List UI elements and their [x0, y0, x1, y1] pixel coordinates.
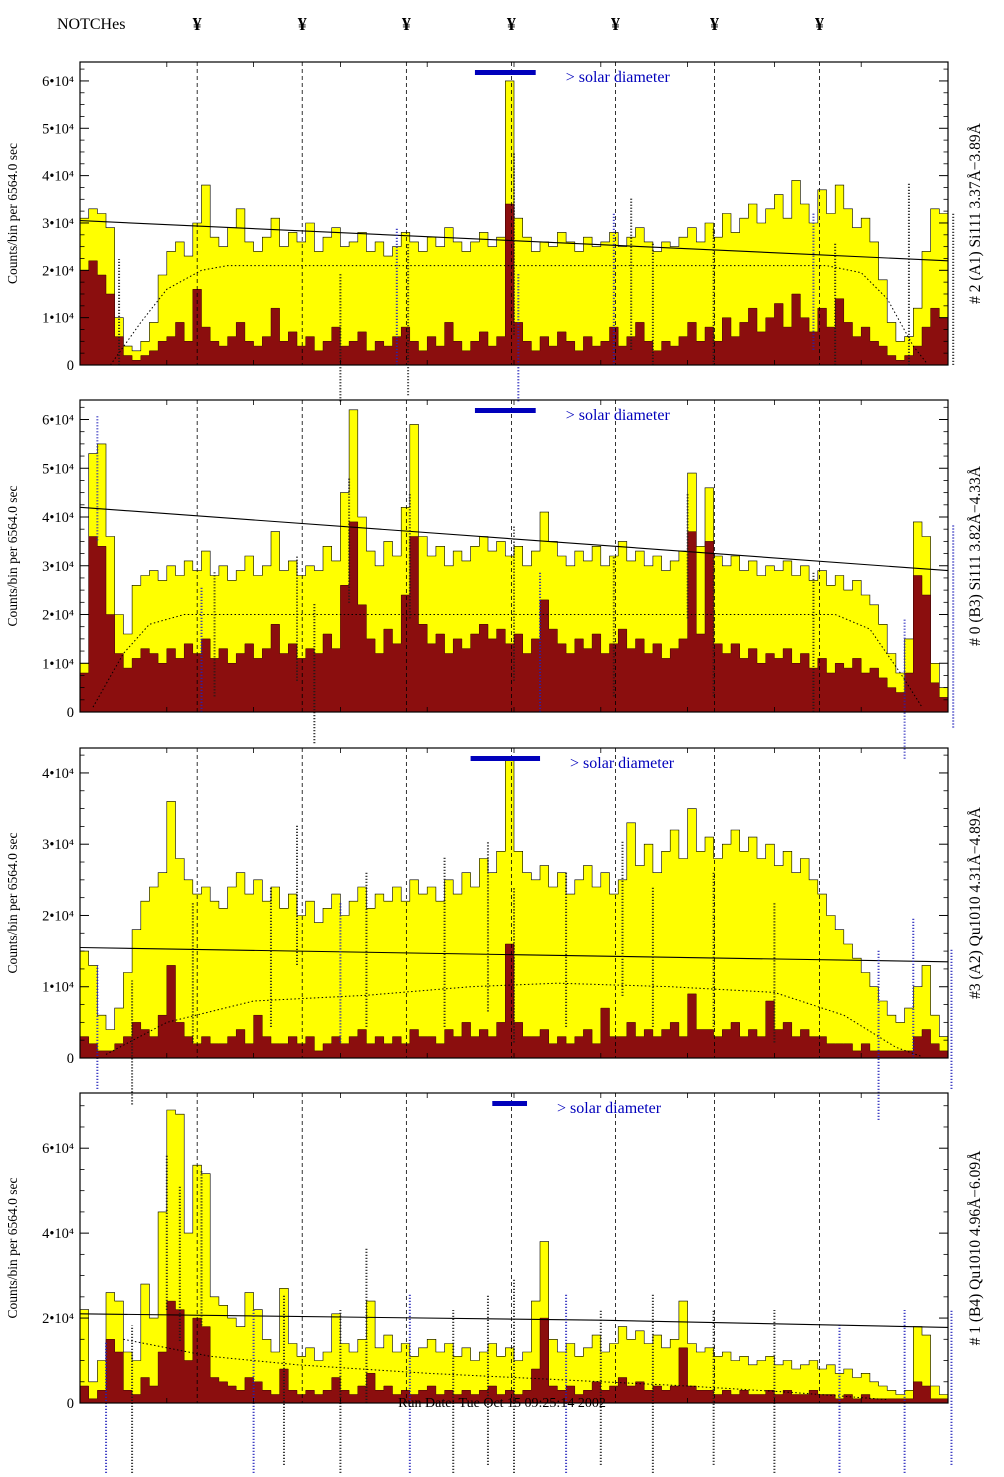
y-tick-label: 4•10⁴ [42, 1226, 74, 1242]
panel-3-red-histogram [79, 1300, 949, 1404]
notch-symbol: ¥ [611, 14, 621, 34]
solar-diameter-bar [470, 756, 541, 761]
solar-diameter-label: > solar diameter [566, 407, 671, 424]
panel-0: 0 1•10⁴ 2•10⁴ 3•10⁴ 4•10⁴ 5•10⁴ 6•10⁴ > solar d… [5, 61, 984, 402]
solar-diameter-label: > solar diameter [570, 755, 675, 772]
panel-0-ylabel: Counts/bin per 6564.0 sec [5, 143, 20, 284]
panel-1-ylabel: Counts/bin per 6564.0 sec [5, 486, 20, 627]
y-tick-label: 4•10⁴ [42, 766, 74, 782]
panel-2: 0 1•10⁴ 2•10⁴ 3•10⁴ 4•10⁴ > solar diameter #3 … [5, 747, 984, 1120]
y-tick-label: 3•10⁴ [42, 559, 74, 575]
y-tick-label: 0 [67, 1396, 74, 1412]
y-tick-label: 2•10⁴ [42, 608, 74, 624]
notches-title: NOTCHes [57, 16, 126, 33]
panel-1: 0 1•10⁴ 2•10⁴ 3•10⁴ 4•10⁴ 5•10⁴ 6•10⁴ > solar d… [5, 399, 984, 759]
panel-1-dotted-envelope [92, 614, 923, 708]
y-tick-label: 0 [67, 705, 74, 721]
y-tick-label: 5•10⁴ [42, 461, 74, 477]
panel-3: 0 2•10⁴ 4•10⁴ 6•10⁴ > solar diameter # 1 (B4)… [5, 1092, 984, 1473]
y-tick-label: 3•10⁴ [42, 837, 74, 853]
panel-1-right-label: # 0 (B3) Si111 3.82Å−4.33Å [967, 465, 984, 646]
panel-2-ylabel: Counts/bin per 6564.0 sec [5, 833, 20, 974]
y-tick-label: 4•10⁴ [42, 510, 74, 526]
y-tick-label: 1•10⁴ [42, 311, 74, 327]
y-tick-label: 0 [67, 1051, 74, 1067]
panel-2-dotted-envelope [105, 982, 923, 1058]
notch-symbol: ¥ [506, 14, 516, 34]
notch-symbol: ¥ [192, 14, 202, 34]
panel-0-right-label: # 2 (A1) Si111 3.37Å−3.89Å [967, 122, 984, 303]
y-tick-label: 4•10⁴ [42, 169, 74, 185]
panel-2-red-histogram [79, 943, 949, 1059]
run-date: Run Date: Tue Oct 15 09:25:14 2002 [398, 1396, 606, 1411]
y-tick-label: 2•10⁴ [42, 1311, 74, 1327]
panel-1-red-histogram [79, 521, 949, 713]
panel-3-ylabel: Counts/bin per 6564.0 sec [5, 1178, 20, 1319]
panel-1-yellow-histogram [79, 409, 949, 713]
solar-diameter-label: > solar diameter [557, 1100, 662, 1117]
panel-2-yellow-histogram [79, 758, 949, 1059]
y-tick-label: 0 [67, 358, 74, 374]
y-tick-label: 6•10⁴ [42, 1141, 74, 1157]
y-tick-label: 5•10⁴ [42, 121, 74, 137]
y-tick-label: 3•10⁴ [42, 216, 74, 232]
y-tick-label: 1•10⁴ [42, 656, 74, 672]
y-tick-label: 2•10⁴ [42, 908, 74, 924]
notch-symbol: ¥ [710, 14, 719, 34]
y-tick-label: 6•10⁴ [42, 74, 74, 90]
y-tick-label: 6•10⁴ [42, 413, 74, 429]
solar-diameter-label: > solar diameter [566, 69, 671, 86]
notch-symbol: ¥ [401, 14, 411, 34]
notch-symbol: ¥ [815, 14, 825, 34]
panel-2-right-label: #3 (A2) Qu1010 4.31Å−4.89Å [967, 806, 984, 999]
solar-diameter-bar [474, 408, 536, 413]
panel-3-dotted-envelope [123, 1338, 888, 1401]
notch-symbol: ¥ [297, 14, 307, 34]
y-tick-label: 1•10⁴ [42, 980, 74, 996]
solar-diameter-bar [492, 1101, 528, 1106]
panel-3-right-label: # 1 (B4) Qu1010 4.96Å−6.09Å [967, 1150, 984, 1346]
panel-0-dotted-envelope [109, 265, 927, 366]
y-tick-label: 2•10⁴ [42, 263, 74, 279]
solar-diameter-bar [474, 70, 536, 75]
